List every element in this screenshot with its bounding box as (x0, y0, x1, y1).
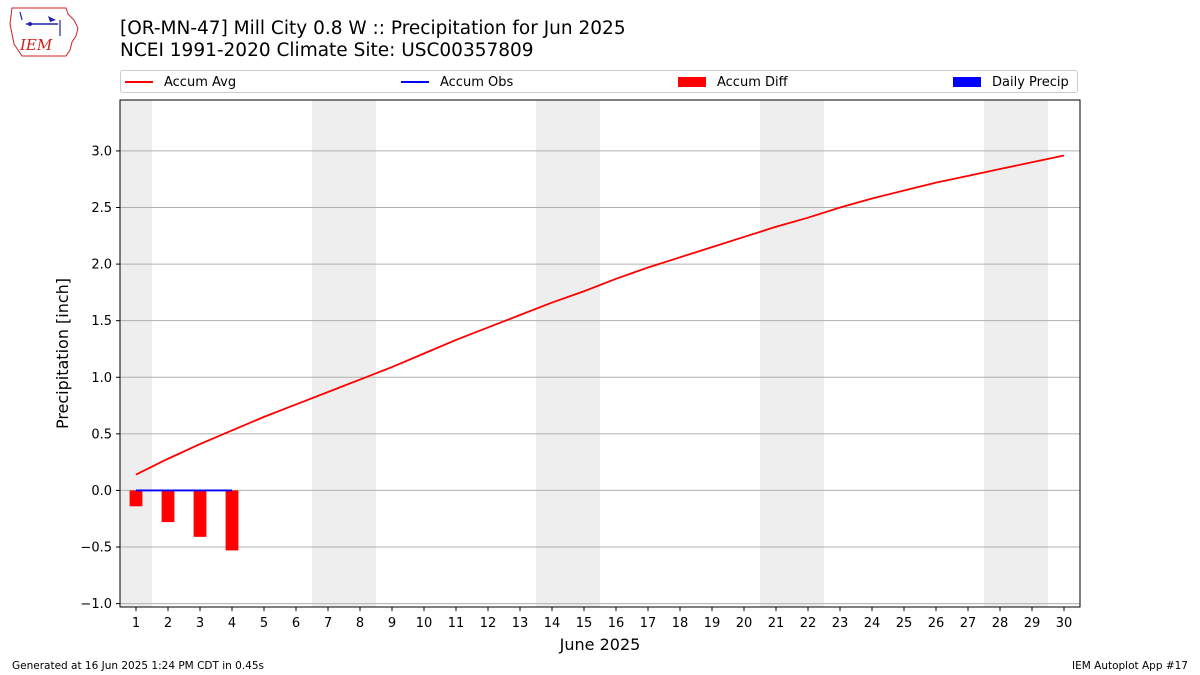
x-tick-label: 26 (928, 616, 945, 631)
weekend-band (760, 100, 824, 607)
x-tick-label: 7 (324, 616, 332, 631)
y-tick-label: 3.0 (91, 144, 112, 159)
legend-swatch (953, 77, 981, 87)
x-tick-label: 29 (1024, 616, 1041, 631)
x-tick-label: 5 (260, 616, 268, 631)
x-tick-label: 6 (292, 616, 300, 631)
legend-label: Daily Precip (992, 74, 1069, 90)
legend: Accum Avg Accum Obs Accum Diff Daily Pre… (120, 70, 1078, 93)
accum-diff-bar (161, 490, 175, 523)
x-tick-label: 14 (544, 616, 561, 631)
y-tick-label: 1.5 (91, 314, 112, 329)
weekend-band (984, 100, 1048, 607)
legend-label: Accum Avg (164, 74, 237, 90)
y-axis-label: Precipitation [inch] (53, 278, 72, 429)
chart-subtitle: NCEI 1991-2020 Climate Site: USC00357809 (120, 40, 534, 61)
legend-label: Accum Diff (717, 74, 788, 90)
legend-item-accum-obs: Accum Obs (401, 74, 513, 90)
x-tick-label: 12 (480, 616, 497, 631)
legend-item-accum-diff: Accum Diff (678, 74, 788, 90)
x-tick-label: 30 (1056, 616, 1073, 631)
legend-item-daily-precip: Daily Precip (953, 74, 1069, 90)
legend-swatch (401, 81, 429, 83)
x-tick-label: 24 (864, 616, 881, 631)
x-tick-label: 28 (992, 616, 1009, 631)
y-tick-label: 2.0 (91, 258, 112, 273)
accum-diff-bar (193, 490, 207, 537)
app-credit: IEM Autoplot App #17 (1072, 660, 1188, 672)
x-tick-label: 18 (672, 616, 689, 631)
weekend-band (312, 100, 376, 607)
y-tick-label: −1.0 (80, 597, 112, 612)
x-tick-label: 9 (388, 616, 396, 631)
y-tick-label: 2.5 (91, 201, 112, 216)
x-tick-label: 11 (448, 616, 465, 631)
accum-diff-bar (225, 490, 239, 551)
x-tick-label: 22 (800, 616, 817, 631)
x-tick-label: 25 (896, 616, 913, 631)
y-tick-label: 1.0 (91, 371, 112, 386)
x-tick-label: 4 (228, 616, 236, 631)
plot-frame (119, 99, 1081, 608)
y-tick-label: 0.0 (91, 484, 112, 499)
x-axis-label: June 2025 (559, 635, 641, 654)
x-tick-label: 27 (960, 616, 977, 631)
x-tick-label: 8 (356, 616, 364, 631)
svg-text:IEM: IEM (19, 36, 53, 54)
y-tick-label: −0.5 (80, 541, 112, 556)
accum-diff-bar (129, 490, 143, 507)
accum-avg-line (135, 154, 1065, 476)
x-tick-label: 2 (164, 616, 172, 631)
x-tick-label: 21 (768, 616, 785, 631)
y-tick-label: 0.5 (91, 427, 112, 442)
chart-title: [OR-MN-47] Mill City 0.8 W :: Precipitat… (120, 18, 626, 39)
x-tick-label: 15 (576, 616, 593, 631)
x-tick-label: 19 (704, 616, 721, 631)
x-tick-label: 10 (416, 616, 433, 631)
x-tick-label: 20 (736, 616, 753, 631)
generated-note: Generated at 16 Jun 2025 1:24 PM CDT in … (12, 660, 265, 672)
x-tick-label: 17 (640, 616, 657, 631)
legend-label: Accum Obs (440, 74, 514, 90)
x-tick-label: 16 (608, 616, 625, 631)
iem-logo: IEM (9, 7, 79, 57)
x-tick-label: 13 (512, 616, 529, 631)
x-tick-label: 1 (132, 616, 140, 631)
x-tick-label: 3 (196, 616, 204, 631)
weekend-band (536, 100, 600, 607)
weekend-band (120, 100, 152, 607)
legend-swatch (125, 81, 153, 83)
legend-swatch (678, 77, 706, 87)
legend-item-accum-avg: Accum Avg (125, 74, 236, 90)
x-tick-label: 23 (832, 616, 849, 631)
